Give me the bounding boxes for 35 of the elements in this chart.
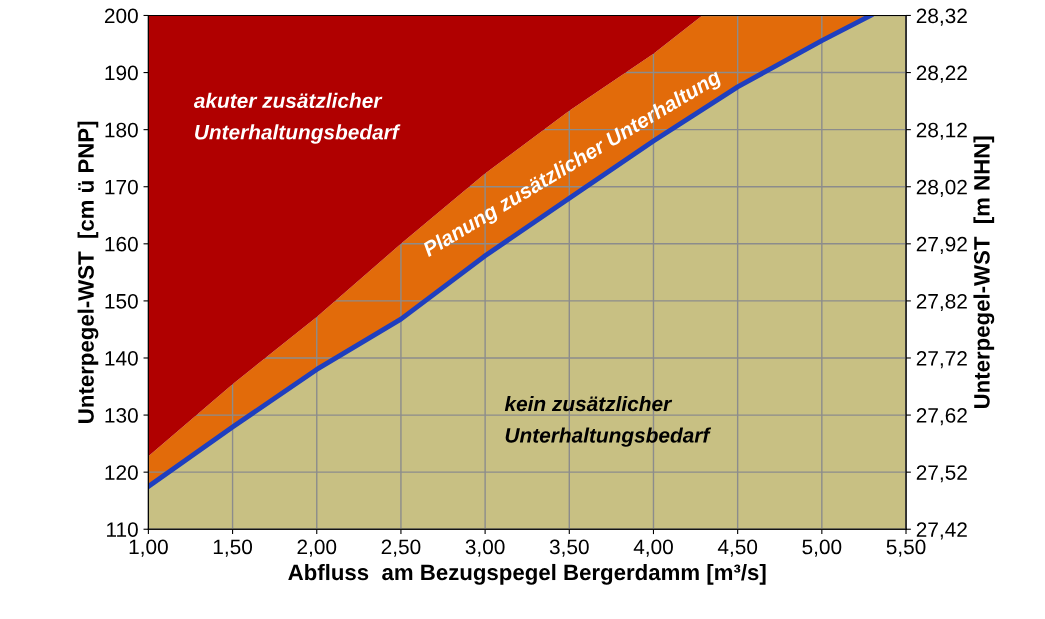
y-tick-label: 160 — [105, 236, 138, 252]
y2-tick-label: 27,42 — [916, 522, 967, 540]
x-tick-label: 1,00 — [129, 539, 168, 557]
y2-tick-label: 27,72 — [916, 350, 967, 369]
x-tick-label: 3,00 — [465, 539, 505, 557]
y2-axis-title: Unterpegel-WST [m NHN] — [973, 136, 995, 409]
y2-tick-label: 28,02 — [916, 179, 967, 197]
annotation: akuter zusätzlicher Unterhaltungsbedarf — [193, 92, 401, 144]
x-tick-label: 2,50 — [381, 539, 421, 557]
y-tick-label: 120 — [105, 465, 138, 480]
y2-tick-label: 27,52 — [916, 465, 967, 483]
annotation: kein zusätzlicher Unterhaltungsbedarf — [504, 395, 712, 447]
x-tick-label: 2,00 — [297, 539, 337, 557]
y-tick-label: 180 — [105, 122, 138, 138]
x-axis-title: Abfluss am Bezugspegel Bergerdamm [m³/s] — [288, 563, 766, 585]
x-tick-label: 5,50 — [886, 539, 926, 557]
y-tick-label: 190 — [105, 65, 138, 81]
x-tick-label: 1,50 — [213, 539, 253, 557]
y2-tick-label: 28,32 — [916, 8, 967, 26]
y-axis-title: Unterpegel-WST [cm ü PNP] — [77, 121, 99, 423]
x-tick-label: 4,50 — [717, 539, 758, 557]
y-tick-label: 130 — [105, 408, 138, 423]
y2-tick-label: 27,82 — [916, 293, 967, 312]
y-tick-label: 200 — [104, 8, 138, 24]
x-tick-label: 5,00 — [802, 539, 842, 557]
y-tick-label: 110 — [107, 522, 138, 537]
y-tick-label: 140 — [105, 350, 138, 366]
x-tick-label: 4,00 — [633, 539, 673, 557]
y-tick-label: 150 — [105, 293, 138, 309]
y2-tick-label: 28,22 — [916, 65, 967, 83]
y2-tick-label: 27,62 — [916, 408, 967, 426]
x-tick-label: 3,50 — [549, 539, 589, 557]
y-tick-label: 170 — [105, 179, 138, 195]
y2-tick-label: 27,92 — [916, 236, 967, 255]
y2-tick-label: 28,12 — [916, 122, 967, 140]
